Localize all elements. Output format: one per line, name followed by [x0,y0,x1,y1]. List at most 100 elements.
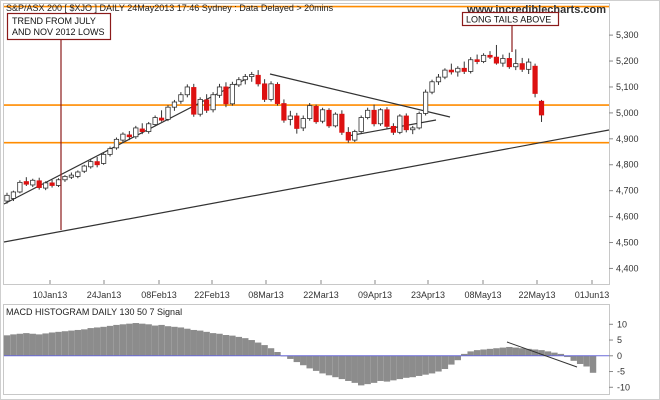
candle [390,123,397,135]
macd-histogram-bar [248,340,255,356]
macd-histogram-bar [74,329,82,356]
candle-body-down [313,106,319,123]
macd-histogram-bar [132,323,139,356]
macd-histogram-bar [171,326,178,356]
candle-body-up [416,113,422,129]
candle [126,131,132,141]
candle-body-up [422,91,429,114]
price-y-tick-label: 4,900 [616,134,639,144]
candle [274,82,281,106]
price-x-tick-label: 08Mar13 [248,290,284,300]
candle-body-up [210,94,216,111]
candle [171,99,178,111]
candle-body-down [261,83,268,100]
candle [36,177,42,190]
macd-histogram-bar [81,329,88,356]
candle [229,81,235,106]
macd-histogram-bar [287,355,294,359]
chart-title: S&P/ASX 200 [ $XJO ] DAILY 24May2013 17:… [6,3,334,13]
candle [165,105,171,122]
macd-histogram-bar [570,355,577,361]
trend-lines [3,73,610,243]
trend-line [269,73,451,118]
candle [120,132,126,143]
candle-body-down [126,134,132,138]
candle-body-down [274,83,281,104]
candle [107,146,113,157]
macd-histogram-bar [274,352,281,356]
macd-histogram-bar [364,355,371,385]
candle [10,190,17,202]
candle [261,79,268,102]
candle [146,121,152,134]
price-x-tick-label: 22Feb13 [194,290,230,300]
candle-body-down [223,86,229,105]
candle [435,74,442,85]
macd-histogram-bar [100,326,107,356]
candle-body-down [519,63,525,70]
candle-body-down [158,117,165,121]
candle [480,53,487,64]
candle-body-up [435,76,442,83]
candle-body-up [146,123,152,132]
price-y-axis: 5,300 5,200 5,100 5,000 4,900 4,800 4,700 4,600… [609,30,639,273]
candle [223,82,229,108]
candle-body-up [62,176,68,181]
candle [538,99,545,122]
candle [358,115,364,134]
candle [487,51,493,59]
macd-histogram-bar [177,327,185,356]
price-x-axis: 10Jan13 24Jan13 08Feb13 22Feb13 08Mar13 22Mar… [33,280,609,300]
candle-body-down [390,125,397,133]
price-y-tick-label: 5,200 [616,56,639,66]
candle-body-up [120,133,126,141]
candle-body-down [255,74,261,85]
macd-histogram-bar [23,333,30,356]
candle-body-down [326,109,332,127]
macd-histogram-bar [583,355,590,367]
price-x-tick-label: 10Jan13 [33,290,68,300]
candle-body-up [133,127,139,138]
long-tails-annotation-box [461,11,560,27]
macd-histogram-bar [261,345,268,356]
macd-histogram-bar [370,355,378,383]
candle-body-up [101,153,107,164]
macd-histogram-bar [377,355,384,381]
candle-body-up [88,161,94,168]
macd-histogram-bar [551,352,558,356]
candle [287,110,293,126]
price-x-tick-label: 24Jan13 [87,290,122,300]
candle-body-up [377,109,384,125]
candle [210,92,216,113]
candle [184,84,190,98]
price-y-tick-label: 4,600 [616,212,639,222]
candle [236,77,242,87]
candle [474,54,480,65]
macd-histogram-bar [435,355,442,372]
candle [294,112,300,134]
candle [249,71,255,82]
candle [532,63,538,98]
candle-body-up [468,59,474,72]
macd-histogram-bar [3,335,11,356]
candle-body-up [10,191,17,199]
macd-histogram-bar [351,355,358,383]
macd-histogram-bar [36,334,43,356]
macd-histogram-bar [306,355,313,369]
macd-histogram-bar [441,355,449,370]
price-y-tick-label: 5,000 [616,108,639,118]
candle-body-up [332,113,339,127]
candle [326,108,332,128]
candle-body-up [287,115,293,120]
macd-histogram-bar [300,355,307,366]
candle [94,156,100,168]
candle-body-down [384,109,390,127]
candle [493,44,500,65]
candle [313,104,319,124]
macd-y-tick-label: 0 [617,351,622,361]
macd-histogram-bar [126,323,133,356]
macd-histogram-bar [576,355,584,364]
macd-histogram-bar [139,323,146,356]
candle [526,58,532,74]
